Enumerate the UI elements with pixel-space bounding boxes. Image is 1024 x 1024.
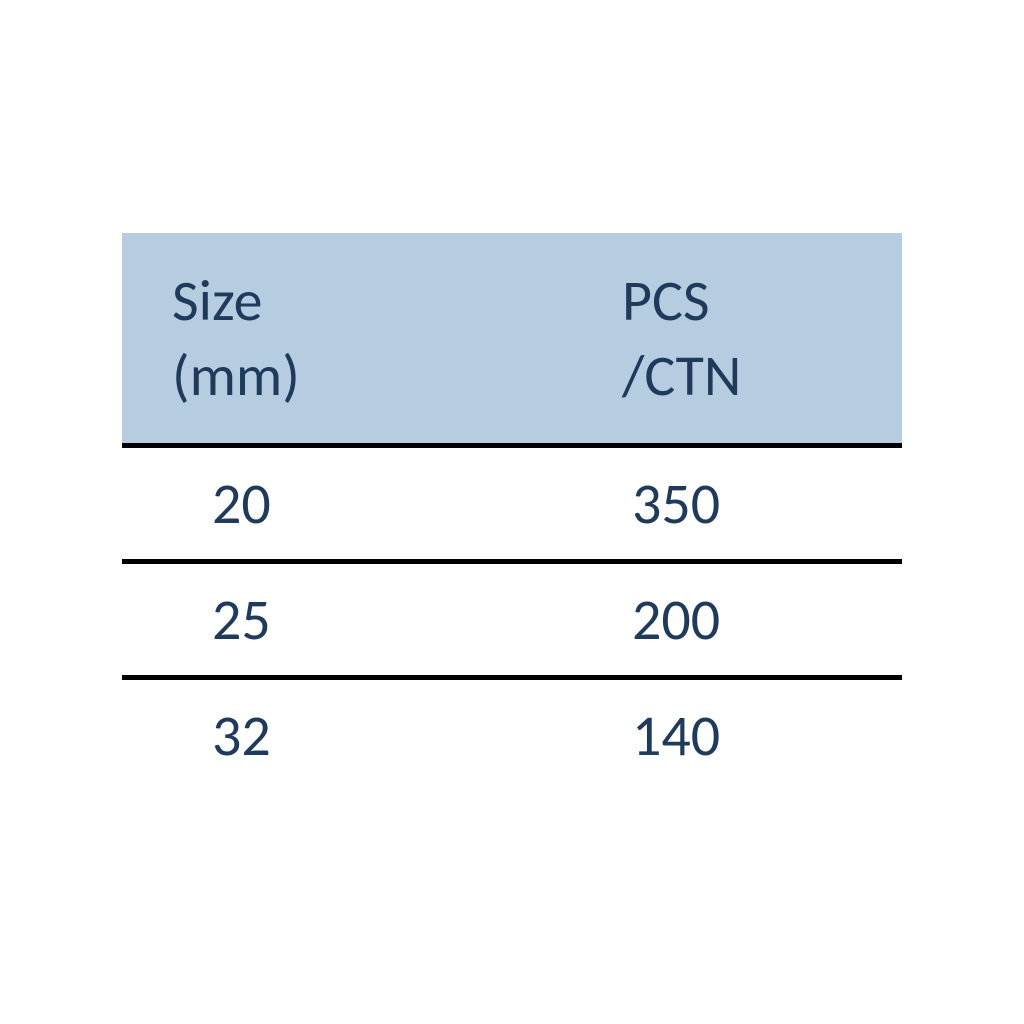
cell-pcs: 200 bbox=[512, 562, 902, 678]
cell-size: 20 bbox=[122, 446, 512, 562]
header-size-line1: Size bbox=[172, 265, 262, 336]
table-row: 25 200 bbox=[122, 562, 902, 678]
header-size-line2: (mm) bbox=[172, 340, 300, 411]
table-row: 32 140 bbox=[122, 678, 902, 792]
cell-size: 32 bbox=[122, 678, 512, 792]
header-pcs-line1: PCS bbox=[622, 265, 710, 336]
header-pcs: PCS /CTN bbox=[512, 233, 902, 446]
size-pcs-table-container: Size (mm) PCS /CTN 20 350 25 200 32 140 bbox=[122, 233, 902, 792]
cell-pcs: 140 bbox=[512, 678, 902, 792]
cell-pcs: 350 bbox=[512, 446, 902, 562]
size-pcs-table: Size (mm) PCS /CTN 20 350 25 200 32 140 bbox=[122, 233, 902, 792]
table-row: 20 350 bbox=[122, 446, 902, 562]
table-header-row: Size (mm) PCS /CTN bbox=[122, 233, 902, 446]
cell-size: 25 bbox=[122, 562, 512, 678]
header-pcs-line2: /CTN bbox=[622, 340, 741, 411]
header-size: Size (mm) bbox=[122, 233, 512, 446]
